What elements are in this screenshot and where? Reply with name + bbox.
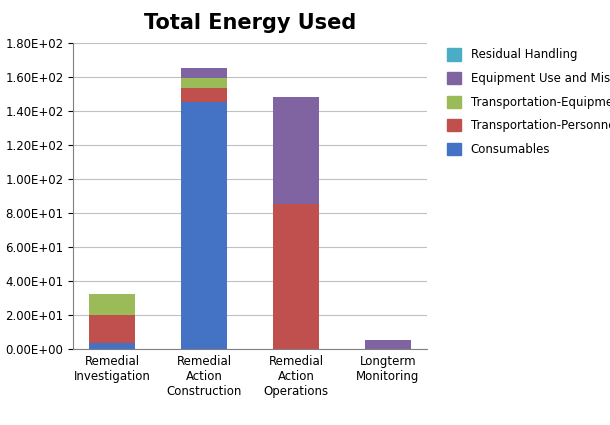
Bar — [89, 294, 135, 314]
Bar — [181, 88, 227, 102]
Bar — [89, 314, 135, 343]
Bar — [89, 343, 135, 348]
Title: Total Energy Used: Total Energy Used — [144, 13, 356, 33]
Bar — [181, 78, 227, 88]
Bar — [273, 97, 319, 204]
Bar — [365, 340, 411, 348]
Bar — [181, 102, 227, 348]
Bar — [273, 204, 319, 348]
Bar — [181, 68, 227, 78]
Legend: Residual Handling, Equipment Use and Misc, Transportation-Equipment, Transportat: Residual Handling, Equipment Use and Mis… — [447, 48, 610, 156]
